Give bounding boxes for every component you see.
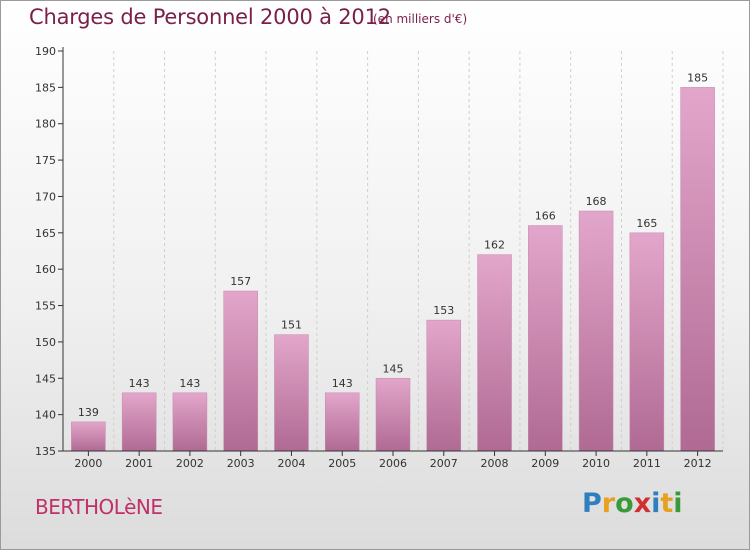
logo-letter: x <box>633 488 652 519</box>
bar-2009 <box>528 225 563 452</box>
x-tick-label: 2007 <box>430 457 458 470</box>
x-tick-label: 2012 <box>684 457 712 470</box>
value-label: 166 <box>535 210 556 223</box>
value-label: 145 <box>383 362 404 375</box>
value-label: 185 <box>687 71 708 84</box>
value-label: 143 <box>179 377 200 390</box>
y-tick-label: 160 <box>35 263 56 276</box>
value-label: 143 <box>332 377 353 390</box>
y-tick-label: 165 <box>35 227 56 240</box>
logo-letter: t <box>660 488 674 519</box>
x-tick-label: 2001 <box>125 457 153 470</box>
logo-letter: i <box>651 488 661 519</box>
value-label: 139 <box>78 406 99 419</box>
value-label: 165 <box>636 217 657 230</box>
bar-2010 <box>578 210 614 452</box>
x-tick-label: 2006 <box>379 457 407 470</box>
logo-letter: o <box>615 488 634 519</box>
bar-2007 <box>426 319 462 452</box>
x-tick-label: 2008 <box>481 457 509 470</box>
x-tick-label: 2003 <box>227 457 255 470</box>
value-label: 162 <box>484 239 505 252</box>
bar-2001 <box>121 392 157 452</box>
y-tick-label: 140 <box>35 409 56 422</box>
bar-2000 <box>71 421 106 452</box>
bar-2006 <box>375 378 411 452</box>
logo-letter: i <box>673 488 683 519</box>
x-tick-label: 2004 <box>277 457 305 470</box>
town-name: BERTHOLèNE <box>35 495 163 519</box>
axes <box>58 47 723 456</box>
labels: 135 140 145 150 155 160 165 170 175 180 185 190 2000… <box>35 45 712 470</box>
y-tick-label: 170 <box>35 190 56 203</box>
y-tick-label: 185 <box>35 81 56 94</box>
x-tick-label: 2009 <box>531 457 559 470</box>
x-tick-label: 2005 <box>328 457 356 470</box>
bar-2003 <box>223 290 258 452</box>
y-tick-label: 135 <box>35 445 56 458</box>
value-label: 143 <box>129 377 150 390</box>
y-tick-label: 150 <box>35 336 56 349</box>
bar-2002 <box>172 392 208 452</box>
y-tick-label: 155 <box>35 300 56 313</box>
x-tick-label: 2000 <box>74 457 102 470</box>
proxiti-logo[interactable]: Proxiti <box>582 488 683 519</box>
y-tick-label: 145 <box>35 372 56 385</box>
value-label: 151 <box>281 319 302 332</box>
bar-2012 <box>680 87 715 452</box>
chart-unit: (en milliers d'€) <box>373 12 468 26</box>
logo-letter: P <box>582 488 602 519</box>
x-tick-label: 2010 <box>582 457 610 470</box>
bar-2011 <box>629 232 665 452</box>
bar-2005 <box>324 392 360 452</box>
bar-2008 <box>477 254 512 452</box>
value-label: 157 <box>230 275 251 288</box>
value-label: 153 <box>433 304 454 317</box>
y-tick-label: 190 <box>35 45 56 58</box>
logo-letter: r <box>601 488 616 519</box>
y-tick-label: 175 <box>35 154 56 167</box>
grid-lines <box>113 51 724 451</box>
y-tick-label: 180 <box>35 118 56 131</box>
x-tick-label: 2011 <box>633 457 661 470</box>
value-label: 168 <box>586 195 607 208</box>
chart-title: Charges de Personnel 2000 à 2012 <box>29 5 391 29</box>
x-tick-label: 2002 <box>176 457 204 470</box>
bar-2004 <box>274 334 309 452</box>
bars <box>71 87 715 452</box>
